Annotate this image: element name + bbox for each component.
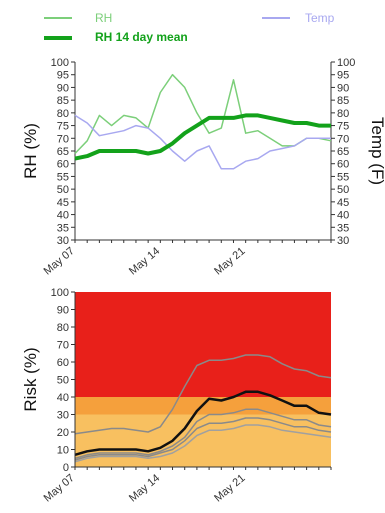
y-left-tick-label: 100 (51, 57, 69, 69)
y-right-tick-label: 75 (337, 121, 349, 133)
risk-y-axis-label: Risk (%) (21, 347, 40, 411)
y-right-tick-label: 60 (337, 159, 349, 171)
risk-y-tick-label: 90 (57, 305, 69, 317)
x-tick-label: May 21 (212, 245, 247, 277)
y-left-tick-label: 50 (57, 184, 69, 196)
rh-legend-swatch (44, 17, 72, 19)
rh-mean-legend-label: RH 14 day mean (95, 30, 188, 44)
risk-x-tick-label: May 21 (212, 472, 247, 504)
temp-legend-label: Temp (305, 11, 335, 25)
temp-legend-swatch (262, 17, 290, 19)
risk-x-tick-label: May 14 (127, 472, 162, 504)
risk-line-upper-inner (74, 408, 332, 460)
y-left-tick-label: 45 (57, 197, 69, 209)
rh-legend-label: RH (95, 11, 113, 25)
y-left-tick-label: 95 (57, 70, 69, 82)
series-line-rh-14-day-mean (74, 113, 331, 161)
risk-y-tick-label: 70 (57, 340, 69, 352)
risk-y-tick-label: 40 (57, 392, 69, 404)
y-left-tick-label: 35 (57, 222, 69, 234)
y-right-tick-label: 70 (337, 133, 349, 145)
y-left-tick-label: 55 (57, 171, 69, 183)
risk-y-tick-label: 20 (57, 427, 69, 439)
risk-band-0-30 (75, 414, 331, 467)
x-tick-label: May 07 (42, 245, 77, 277)
y-right-tick-label: 40 (337, 210, 349, 222)
y-right-tick-label: 100 (337, 57, 355, 69)
risk-y-tick-label: 100 (51, 287, 69, 299)
y-right-tick-label: 65 (337, 146, 349, 158)
y-right-tick-label: 50 (337, 184, 349, 196)
y-left-tick-label: 85 (57, 95, 69, 107)
risk-y-tick-label: 30 (57, 410, 69, 422)
rh-mean-legend-swatch (44, 36, 72, 40)
risk-line-lower-inner (74, 417, 332, 461)
risk-x-tick-label: May 07 (42, 472, 77, 504)
y-left-tick-label: 70 (57, 133, 69, 145)
series-line-rh (74, 73, 332, 155)
y-right-tick-label: 95 (337, 70, 349, 82)
y-right-tick-label: 80 (337, 108, 349, 120)
y-left-tick-label: 30 (57, 235, 69, 247)
y-right-tick-label: 30 (337, 235, 349, 247)
risk-y-tick-label: 10 (57, 445, 69, 457)
series-line-temp (74, 114, 331, 170)
y-right-tick-label: 55 (337, 171, 349, 183)
y-left-tick-label: 65 (57, 146, 69, 158)
risk-y-tick-label: 0 (63, 462, 69, 474)
risk-line-lower (74, 424, 332, 463)
risk-y-tick-label: 50 (57, 375, 69, 387)
legend: RH Temp RH 14 day mean (0, 0, 385, 48)
y-axis-label-left: RH (%) (21, 123, 40, 179)
y-axis-label-right: Temp (F) (368, 117, 385, 185)
risk-band-40-100 (75, 292, 331, 397)
risk-y-tick-label: 80 (57, 322, 69, 334)
y-left-tick-label: 80 (57, 108, 69, 120)
y-left-tick-label: 75 (57, 121, 69, 133)
risk-line-median (74, 390, 332, 457)
y-right-tick-label: 90 (337, 82, 349, 94)
risk-line-upper (74, 354, 332, 435)
risk-y-tick-label: 60 (57, 357, 69, 369)
x-tick-label: May 14 (127, 245, 162, 277)
y-right-tick-label: 35 (337, 222, 349, 234)
y-right-tick-label: 85 (337, 95, 349, 107)
y-left-tick-label: 40 (57, 210, 69, 222)
y-left-tick-label: 90 (57, 82, 69, 94)
y-left-tick-label: 60 (57, 159, 69, 171)
y-right-tick-label: 45 (337, 197, 349, 209)
